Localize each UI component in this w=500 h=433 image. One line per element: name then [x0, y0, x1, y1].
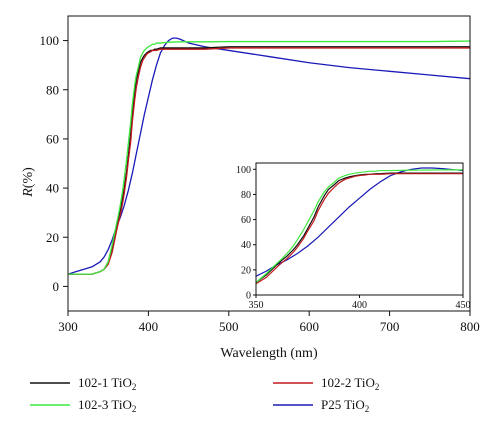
- x-tick-label-700: 700: [380, 319, 400, 334]
- inset-y-tick-label-100: 100: [236, 165, 251, 176]
- x-tick-label-500: 500: [219, 319, 239, 334]
- legend-label: 102-2 TiO2: [321, 375, 379, 392]
- x-tick-label-800: 800: [460, 319, 480, 334]
- y-tick-label-0: 0: [53, 279, 60, 294]
- inset-x-tick-label-400: 400: [352, 300, 367, 311]
- legend-item-p25-tio2: P25 TiO2: [273, 397, 369, 414]
- series-line-p25-tio2: [68, 37, 470, 275]
- inset-background: [256, 163, 463, 295]
- y-tick-label-40: 40: [46, 181, 59, 196]
- x-axis-title: Wavelength (nm): [220, 346, 318, 361]
- legend-item-102-3-tio2: 102-3 TiO2: [30, 397, 136, 414]
- x-tick-label-400: 400: [139, 319, 159, 334]
- inset-series-line-102-2-tio2: [256, 173, 463, 285]
- main-series-group: [68, 37, 470, 275]
- legend-label: P25 TiO2: [321, 397, 369, 414]
- inset-series-line-102-3-tio2: [256, 169, 463, 284]
- y-tick-label-20: 20: [46, 230, 59, 245]
- inset-y-tick-label-40: 40: [241, 240, 251, 251]
- legend: 102-1 TiO2 102-2 TiO2 102-3 TiO2 P25 TiO2: [30, 375, 379, 414]
- inset-y-tick-label-80: 80: [241, 190, 251, 201]
- x-tick-label-300: 300: [58, 319, 78, 334]
- inset-x-tick-label-350: 350: [249, 300, 264, 311]
- series-line-102-3-tio2: [68, 40, 470, 275]
- legend-item-102-2-tio2: 102-2 TiO2: [273, 375, 379, 392]
- inset-chart: 350 400 450 0 20 40 60 80 100: [236, 162, 471, 311]
- inset-y-tick-label-60: 60: [241, 215, 251, 226]
- y-tick-label-100: 100: [40, 33, 60, 48]
- inset-series-group: [256, 167, 463, 285]
- series-line-102-2-tio2: [68, 47, 470, 275]
- legend-label: 102-3 TiO2: [78, 397, 136, 414]
- inset-y-tick-label-0: 0: [246, 291, 251, 302]
- y-tick-label-60: 60: [46, 131, 59, 146]
- inset-series-line-102-1-tio2: [256, 172, 463, 284]
- inset-y-tick-label-20: 20: [241, 265, 251, 276]
- inset-x-tick-label-450: 450: [456, 300, 471, 311]
- plot-frame: [67, 15, 471, 312]
- x-tick-label-600: 600: [299, 319, 319, 334]
- y-axis-title: R(%): [21, 167, 36, 198]
- legend-label: 102-1 TiO2: [78, 375, 136, 392]
- legend-item-102-1-tio2: 102-1 TiO2: [30, 375, 136, 392]
- y-tick-label-80: 80: [46, 82, 59, 97]
